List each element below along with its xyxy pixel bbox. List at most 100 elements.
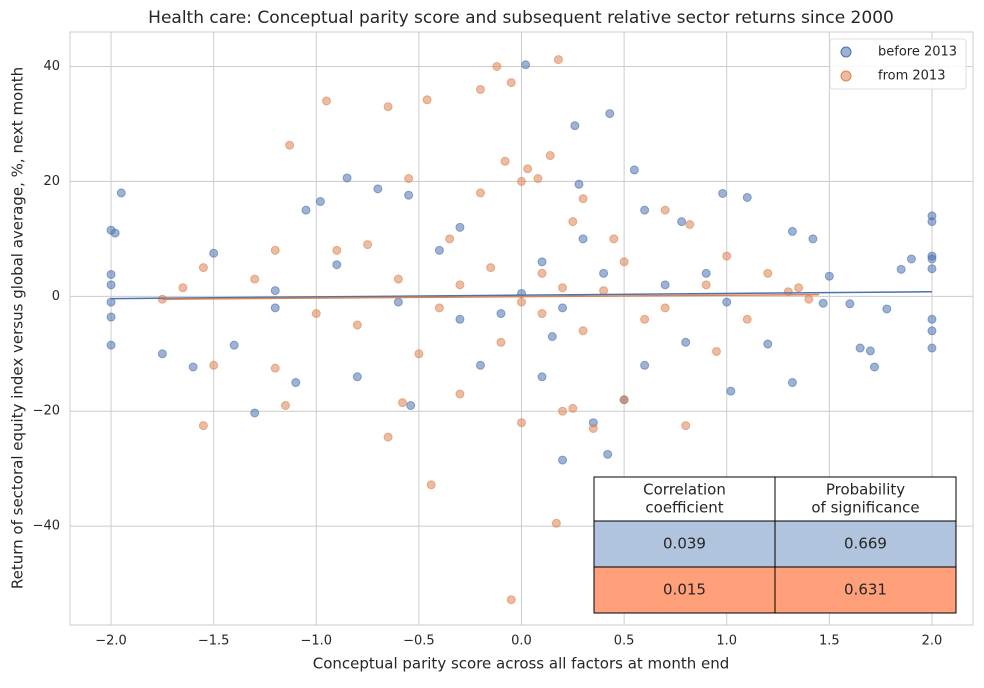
scatter-point xyxy=(896,264,906,274)
scatter-point xyxy=(209,248,219,258)
scatter-point xyxy=(352,320,362,330)
scatter-point xyxy=(363,240,373,250)
scatter-point xyxy=(500,156,510,166)
scatter-point xyxy=(475,360,485,370)
scatter-point xyxy=(517,176,526,186)
scatter-point xyxy=(209,360,219,370)
scatter-point xyxy=(681,337,691,347)
scatter-point xyxy=(106,269,116,279)
scatter-point xyxy=(311,309,321,319)
scatter-point xyxy=(270,363,280,373)
scatter-point xyxy=(198,263,208,273)
scatter-point xyxy=(808,234,818,244)
scatter-point xyxy=(824,271,834,281)
table-header: of significance xyxy=(811,499,919,517)
scatter-point xyxy=(250,274,260,284)
scatter-point xyxy=(291,378,301,388)
table-value: 0.039 xyxy=(663,535,706,553)
scatter-point xyxy=(393,297,403,307)
plot-frame xyxy=(69,31,974,626)
x-tick-label: −0.5 xyxy=(403,634,435,649)
scatter-point xyxy=(558,406,568,416)
scatter-point xyxy=(445,234,455,244)
scatter-point xyxy=(570,121,580,131)
scatter-point xyxy=(605,109,615,119)
scatter-point xyxy=(422,95,432,105)
scatter-point xyxy=(845,299,855,309)
scatter-point xyxy=(660,205,670,215)
scatter-point xyxy=(578,194,588,204)
scatter-point xyxy=(188,362,198,372)
scatter-point xyxy=(285,140,295,150)
x-tick-label: −1.0 xyxy=(300,634,332,649)
scatter-point xyxy=(558,283,568,293)
scatter-point xyxy=(640,360,650,370)
table-cell xyxy=(774,520,957,568)
scatter-point xyxy=(927,254,937,264)
table-value: 0.669 xyxy=(844,535,887,553)
scatter-point xyxy=(718,188,728,198)
scatter-point xyxy=(475,84,485,94)
y-tick-label: −20 xyxy=(33,404,60,419)
x-tick-label: 0.5 xyxy=(614,634,635,649)
scatter-point xyxy=(426,480,436,490)
scatter-point xyxy=(726,386,736,396)
fit-line xyxy=(111,290,932,300)
scatter-point xyxy=(414,349,424,359)
scatter-point xyxy=(588,423,598,433)
scatter-point xyxy=(553,55,563,65)
scatter-point xyxy=(352,372,362,382)
y-axis-label: Return of sectoral equity index versus g… xyxy=(9,67,27,589)
scatter-point xyxy=(455,314,465,324)
scatter-point xyxy=(383,432,393,442)
scatter-point xyxy=(578,326,588,336)
scatter-point xyxy=(660,303,670,313)
scatter-point xyxy=(270,245,280,255)
scatter-point xyxy=(406,400,416,410)
y-tick-label: −40 xyxy=(33,519,60,534)
scatter-point xyxy=(787,378,797,388)
scatter-point xyxy=(609,234,619,244)
scatter-point xyxy=(742,192,752,202)
scatter-point xyxy=(927,326,937,336)
scatter-point xyxy=(818,298,828,308)
scatter-point xyxy=(763,339,773,349)
scatter-point xyxy=(629,165,639,175)
scatter-point xyxy=(722,297,732,307)
scatter-point xyxy=(640,205,650,215)
table-cell xyxy=(774,566,957,614)
scatter-point xyxy=(383,102,393,112)
scatter-point xyxy=(603,449,613,459)
x-tick-label: 1.0 xyxy=(716,634,737,649)
scatter-point xyxy=(906,254,916,264)
scatter-point xyxy=(157,349,167,359)
fit-line xyxy=(162,293,820,300)
scatter-point xyxy=(521,60,531,70)
scatter-point xyxy=(681,421,691,431)
scatter-point xyxy=(434,303,444,313)
scatter-point xyxy=(551,518,561,528)
scatter-point xyxy=(558,455,568,465)
scatter-point xyxy=(106,340,116,350)
scatter-point xyxy=(110,228,120,238)
scatter-point xyxy=(568,217,578,227)
table-header-cell xyxy=(593,476,776,522)
table-value: 0.015 xyxy=(663,581,706,599)
table-header: Correlation xyxy=(643,481,726,499)
scatter-point xyxy=(315,197,325,207)
scatter-point xyxy=(229,340,239,350)
scatter-point xyxy=(794,283,804,293)
scatter-point xyxy=(619,257,629,267)
scatter-point xyxy=(270,286,280,296)
x-tick-label: 2.0 xyxy=(922,634,943,649)
table-header: coefficient xyxy=(645,499,723,517)
x-tick-label: 1.5 xyxy=(819,634,840,649)
table-header: Probability xyxy=(826,481,905,499)
legend-label: before 2013 xyxy=(878,45,957,60)
scatter-point xyxy=(869,362,879,372)
table-value: 0.631 xyxy=(844,581,887,599)
scatter-point xyxy=(742,314,752,324)
scatter-point xyxy=(537,268,547,278)
scatter-point xyxy=(882,304,892,314)
